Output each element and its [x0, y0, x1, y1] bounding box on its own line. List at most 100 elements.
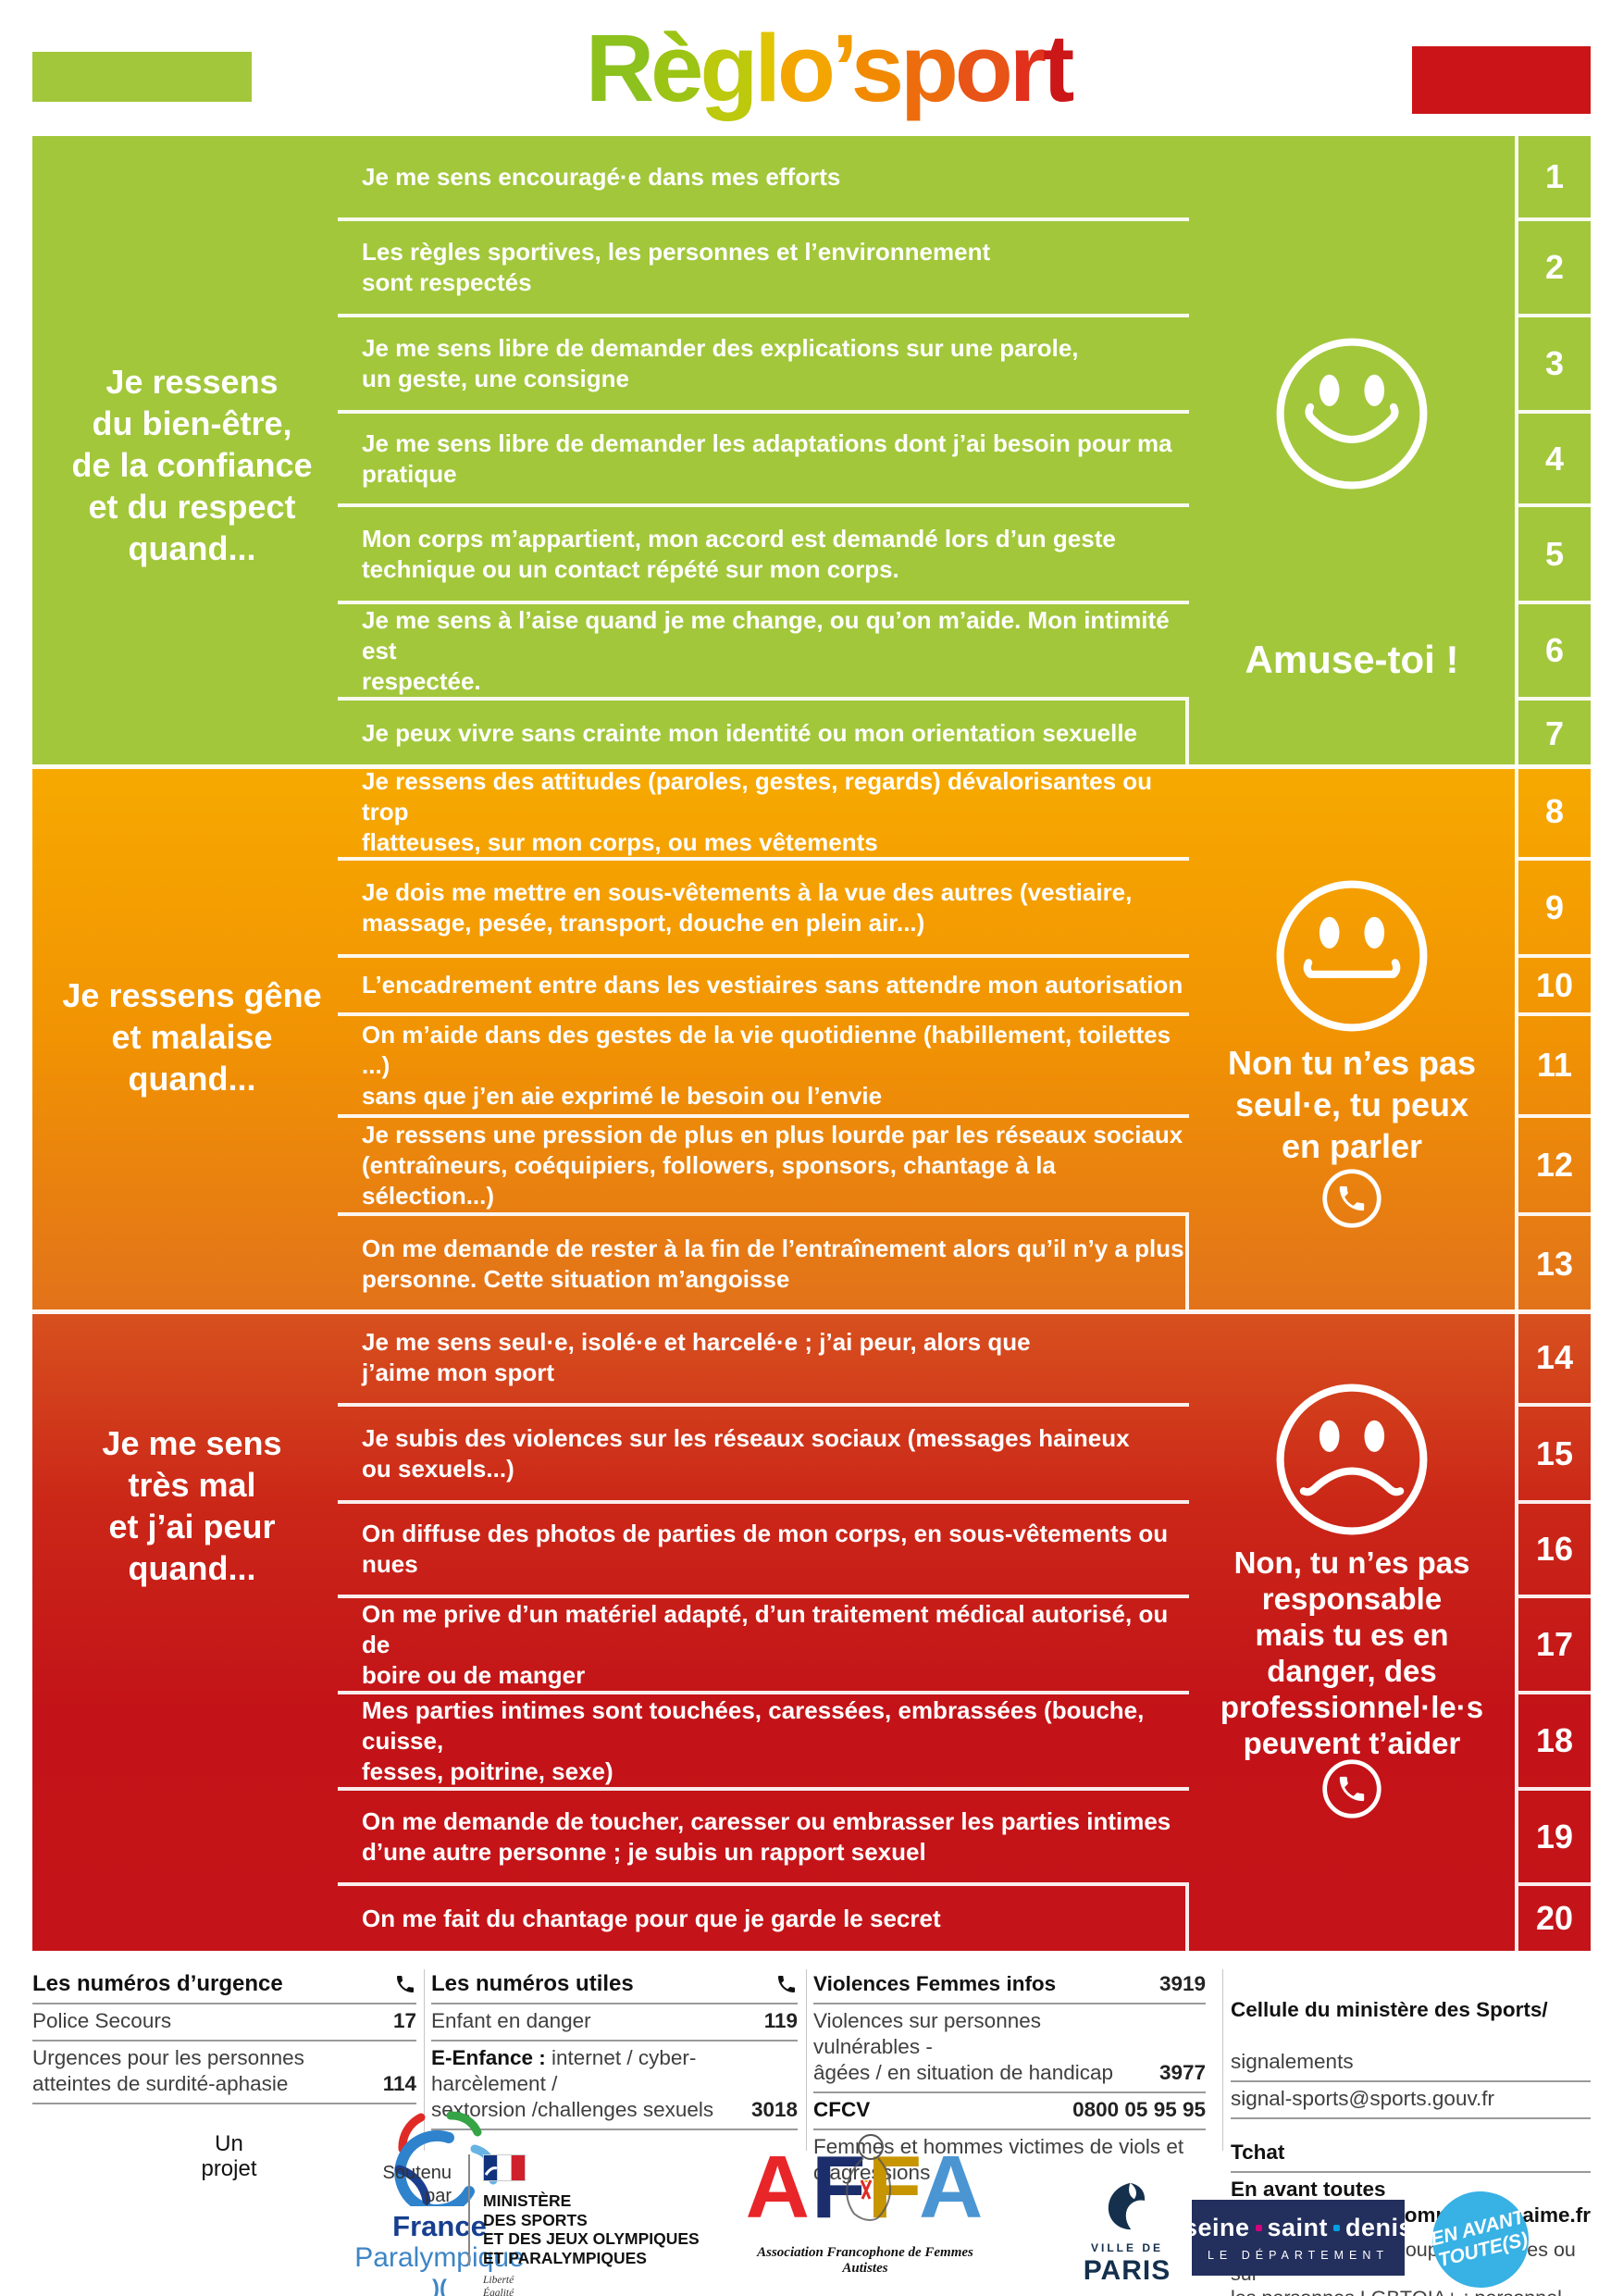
row-number: 8 — [1518, 766, 1591, 861]
title-letter: r — [1009, 15, 1047, 121]
section-message: Amuse-toi ! — [1245, 638, 1459, 681]
neutral-face-icon — [1276, 880, 1428, 1032]
footer-col-violences: Violences Femmes infos 3919 Violences su… — [813, 1967, 1206, 2191]
row-number: 9 — [1518, 861, 1591, 958]
helpline-label: E-Enfance : internet / cyber-harcèlement… — [431, 2046, 714, 2121]
title-letter: R — [585, 15, 654, 121]
tchat-title: Tchat — [1231, 2141, 1285, 2164]
statement-row: On me fait du chantage pour que je garde… — [338, 1886, 1189, 1951]
footer-col-urgence: Les numéros d’urgence Police Secours 17 … — [32, 1967, 416, 2104]
row-number: 6 — [1518, 604, 1591, 701]
fp-france-label: France — [392, 2210, 487, 2242]
ville-de-paris-logo: VILLE DE PARIS — [1081, 2180, 1173, 2287]
row-number: 16 — [1518, 1504, 1591, 1598]
section-label: Je me sens très mal et j’ai peur quand..… — [102, 1424, 282, 1587]
section-message: Non, tu n’es pas responsable mais tu es … — [1220, 1545, 1484, 1760]
statement-row: Je me sens libre de demander les adaptat… — [338, 414, 1189, 507]
statement-list: Je ressens des attitudes (paroles, geste… — [338, 766, 1189, 1311]
helpline-number: 119 — [763, 2009, 798, 2032]
fp-paralympique-label: Paralympique — [354, 2242, 525, 2273]
section-message: Non tu n’es pas seul·e, tu peux en parle… — [1227, 1044, 1477, 1165]
section-info: Amuse-toi ! — [1189, 136, 1515, 766]
statement-row: Je me sens seul·e, isolé·e et harcelé·e … — [338, 1311, 1189, 1407]
affa-caption: Association Francophone de Femmes Autist… — [757, 2245, 973, 2276]
row-number: 5 — [1518, 507, 1591, 604]
section-divider — [32, 764, 1591, 769]
header-green-bar — [32, 52, 252, 102]
helpline-number: 3018 — [750, 2098, 798, 2121]
row-number: 2 — [1518, 221, 1591, 317]
helpline-number: 3919 — [1158, 1972, 1206, 1995]
ministry-divider — [468, 2154, 470, 2265]
title-letter: t — [1042, 15, 1074, 121]
section-wellbeing: Je ressens du bien-être, de la confiance… — [32, 136, 1591, 766]
section-info: Non, tu n’es pas responsable mais tu es … — [1189, 1311, 1515, 1951]
number-column: 8 9 10 11 12 13 — [1515, 766, 1591, 1311]
row-number: 19 — [1518, 1791, 1591, 1886]
affa-letters: AFFA — [736, 2134, 995, 2240]
title-letter: o — [954, 15, 1013, 121]
statement-row: Je subis des violences sur les réseaux s… — [338, 1407, 1189, 1504]
header-red-bar — [1412, 46, 1591, 114]
statement-row: Je ressens des attitudes (paroles, geste… — [338, 766, 1189, 861]
ministry-name: MINISTÈRE DES SPORTS ET DES JEUX OLYMPIQ… — [483, 2191, 700, 2267]
row-number: 15 — [1518, 1407, 1591, 1504]
statement-row: On me prive d’un matériel adapté, d’un t… — [338, 1598, 1189, 1694]
statement-row: On me demande de rester à la fin de l’en… — [338, 1216, 1189, 1311]
ssd-departement-label: LE DÉPARTEMENT — [1207, 2249, 1390, 2262]
title-letter: g — [700, 15, 758, 121]
title-letter: l — [754, 15, 781, 121]
signal-sports-email[interactable]: signal-sports@sports.gouv.fr — [1231, 2087, 1495, 2110]
section-danger: Je me sens très mal et j’ai peur quand..… — [32, 1311, 1591, 1951]
statement-list: Je me sens encouragé·e dans mes efforts … — [338, 136, 1189, 766]
footer-divider — [424, 1969, 425, 2151]
row-number: 11 — [1518, 1016, 1591, 1118]
phone-icon — [778, 1976, 795, 1992]
ssd-name: seine saint denis — [1183, 2214, 1414, 2241]
phone-icon — [397, 1976, 414, 1992]
ssd-dot — [1333, 2225, 1341, 2231]
helpline-label: Femmes et hommes victimes de viols et d’… — [813, 2135, 1184, 2184]
helpline-number: 17 — [392, 2009, 416, 2032]
helpline-number: 3977 — [1158, 2061, 1206, 2084]
helpline-label-bold: E-Enfance : — [431, 2046, 546, 2069]
affa-letter: F — [867, 2138, 919, 2237]
statement-row: Je me sens à l’aise quand je me change, … — [338, 604, 1189, 701]
ministry-devise: Liberté Égalité Fraternité — [483, 2275, 514, 2296]
statement-row: Je dois me mettre en sous-vêtements à la… — [338, 861, 1189, 958]
paris-villede-label: VILLE DE — [1090, 2241, 1163, 2254]
row-number: 13 — [1535, 1244, 1574, 1283]
title-letter: ’ — [831, 15, 855, 121]
affa-letter: A — [918, 2138, 985, 2237]
row-number: 18 — [1518, 1694, 1591, 1791]
statement-row: Je me sens encouragé·e dans mes efforts — [338, 136, 1189, 221]
number-column: 1 2 3 4 5 6 7 — [1515, 136, 1591, 766]
statement-row: On m’aide dans des gestes de la vie quot… — [338, 1016, 1189, 1118]
signalements-label: signalements — [1231, 2050, 1354, 2073]
fp-agitos-mark: )( — [432, 2276, 447, 2296]
footer-col-title: Les numéros d’urgence — [32, 1971, 283, 1996]
statement-row: On diffuse des photos de parties de mon … — [338, 1504, 1189, 1598]
statement-row: On me demande de toucher, caresser ou em… — [338, 1791, 1189, 1886]
statement-list: Je me sens seul·e, isolé·e et harcelé·e … — [338, 1311, 1189, 1951]
title-letter: p — [900, 15, 959, 121]
statement-row: L’encadrement entre dans les vestiaires … — [338, 958, 1189, 1016]
paris-name-label: PARIS — [1083, 2255, 1171, 2286]
section-label: Je ressens du bien-être, de la confiance… — [71, 363, 313, 567]
row-number: 12 — [1518, 1118, 1591, 1216]
soutenu-par-label: Soutenu par — [382, 2163, 452, 2206]
statement-row: Mes parties intimes sont touchées, cares… — [338, 1694, 1189, 1791]
section-info: Non tu n’es pas seul·e, tu peux en parle… — [1189, 766, 1515, 1311]
row-number: 4 — [1518, 414, 1591, 507]
section-label: Je ressens gêne et malaise quand... — [62, 976, 322, 1098]
statement-row: Je ressens une pression de plus en plus … — [338, 1118, 1189, 1216]
en-avant-toutes-text: EN AVANT TOUTE(S) — [1428, 2206, 1530, 2272]
row-number: 1 — [1518, 136, 1591, 221]
statement-row: Mon corps m’appartient, mon accord est d… — [338, 507, 1189, 604]
section-discomfort: Je ressens gêne et malaise quand... Je r… — [32, 766, 1591, 1311]
title-letter: è — [650, 15, 703, 121]
affa-letter: A — [745, 2138, 812, 2237]
ministere-sports-logo: MINISTÈRE DES SPORTS ET DES JEUX OLYMPIQ… — [483, 2154, 733, 2296]
affa-figure-sketch — [846, 2134, 892, 2221]
